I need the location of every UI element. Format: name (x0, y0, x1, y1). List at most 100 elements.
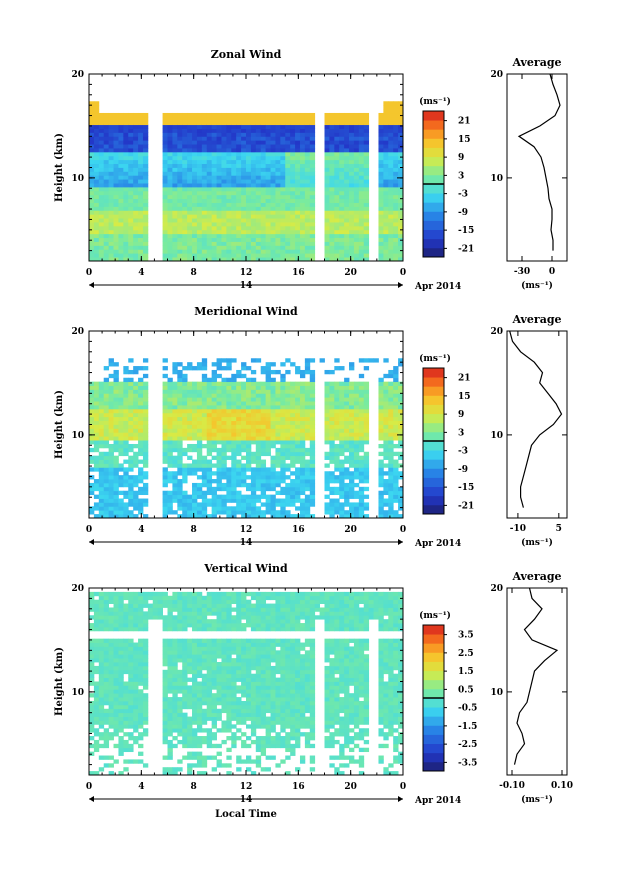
heatmap-cell (383, 202, 389, 207)
heatmap-cell (157, 595, 163, 601)
profile-y-tick-label: 20 (490, 70, 503, 80)
heatmap-cell (304, 128, 311, 133)
heatmap-cell (211, 463, 217, 468)
heatmap-cell (128, 689, 134, 694)
panel-title: Meridional Wind (194, 305, 298, 318)
heatmap-cell (108, 210, 114, 215)
heatmap-cell (108, 712, 114, 717)
heatmap-cell (172, 202, 178, 207)
heatmap-cell (142, 163, 149, 168)
heatmap-cell (329, 179, 335, 184)
heatmap-cell (246, 245, 252, 250)
heatmap-cell (363, 171, 370, 176)
heatmap-cell (353, 202, 360, 207)
heatmap-cell (353, 424, 360, 429)
heatmap-cell (167, 739, 173, 745)
heatmap-cell (192, 249, 198, 254)
heatmap-cell (329, 506, 335, 511)
heatmap-cell (167, 654, 173, 659)
heatmap-cell (250, 436, 257, 441)
heatmap-cell (270, 377, 276, 383)
heatmap-cell (299, 479, 306, 484)
heatmap-cell (226, 140, 232, 145)
heatmap-cell (250, 249, 257, 254)
heatmap-cell (196, 389, 203, 394)
heatmap-cell (187, 249, 193, 254)
heatmap-cell (295, 385, 301, 390)
heatmap-cell (339, 124, 345, 129)
heatmap-cell (275, 412, 281, 418)
heatmap-cell (353, 229, 360, 235)
heatmap-cell (123, 120, 129, 126)
heatmap-cell (226, 124, 232, 129)
heatmap-cell (304, 362, 311, 367)
heatmap-cell (353, 451, 360, 457)
heatmap-cell (260, 233, 267, 239)
heatmap-cell (358, 389, 365, 394)
heatmap-cell (309, 144, 316, 149)
heatmap-cell (250, 358, 257, 363)
heatmap-cell (393, 151, 399, 157)
heatmap-cell (349, 455, 355, 460)
heatmap-cell (216, 451, 222, 457)
heatmap-cell (304, 358, 311, 363)
heatmap-cell (123, 412, 129, 418)
heatmap-cell (206, 249, 213, 254)
heatmap-cell (93, 214, 100, 219)
heatmap-cell (133, 506, 139, 511)
heatmap-cell (128, 186, 134, 192)
heatmap-cell (334, 381, 340, 386)
heatmap-cell (304, 155, 311, 161)
heatmap-cell (295, 482, 301, 488)
heatmap-cell (187, 514, 193, 519)
heatmap-cell (142, 599, 149, 604)
heatmap-cell (177, 490, 183, 496)
heatmap-cell (329, 116, 335, 122)
heatmap-cell (128, 724, 134, 729)
heatmap-cell (187, 229, 193, 235)
heatmap-cell (133, 654, 139, 659)
heatmap-cell (133, 685, 139, 690)
heatmap-cell (255, 214, 262, 219)
heatmap-cell (201, 362, 208, 367)
heatmap-cell (309, 112, 316, 118)
heatmap-cell (103, 194, 110, 200)
heatmap-cell (187, 257, 193, 262)
heatmap-cell (167, 712, 173, 717)
heatmap-cell (265, 186, 271, 192)
heatmap-cell (133, 463, 139, 468)
heatmap-cell (309, 198, 316, 203)
heatmap-cell (118, 603, 124, 608)
heatmap-cell (226, 428, 232, 433)
heatmap-cell (172, 397, 178, 402)
heatmap-cell (128, 665, 134, 671)
heatmap-cell (246, 486, 252, 492)
heatmap-cell (378, 175, 384, 180)
heatmap-cell (398, 475, 404, 480)
heatmap-cell (295, 222, 301, 227)
heatmap-cell (103, 128, 110, 133)
heatmap-cell (138, 424, 144, 429)
heatmap-cell (285, 443, 291, 449)
heatmap-cell (304, 424, 311, 429)
heatmap-cell (133, 151, 139, 157)
heatmap-cell (211, 198, 217, 203)
heatmap-cell (255, 202, 262, 207)
heatmap-cell (93, 447, 100, 453)
heatmap-cell (344, 510, 350, 515)
heatmap-cell (231, 358, 237, 363)
heatmap-cell (339, 471, 345, 476)
heatmap-cell (108, 401, 114, 406)
heatmap-cell (93, 101, 100, 106)
heatmap-cell (177, 389, 183, 394)
heatmap-cell (128, 237, 134, 242)
heatmap-cell (177, 140, 183, 145)
heatmap-cell (398, 222, 404, 227)
heatmap-cell (93, 385, 100, 390)
heatmap-cell (221, 194, 227, 200)
heatmap-cell (358, 112, 365, 118)
heatmap-cell (162, 494, 168, 499)
heatmap-cell (246, 179, 252, 184)
heatmap-cell (285, 257, 291, 262)
heatmap-cell (349, 366, 355, 371)
